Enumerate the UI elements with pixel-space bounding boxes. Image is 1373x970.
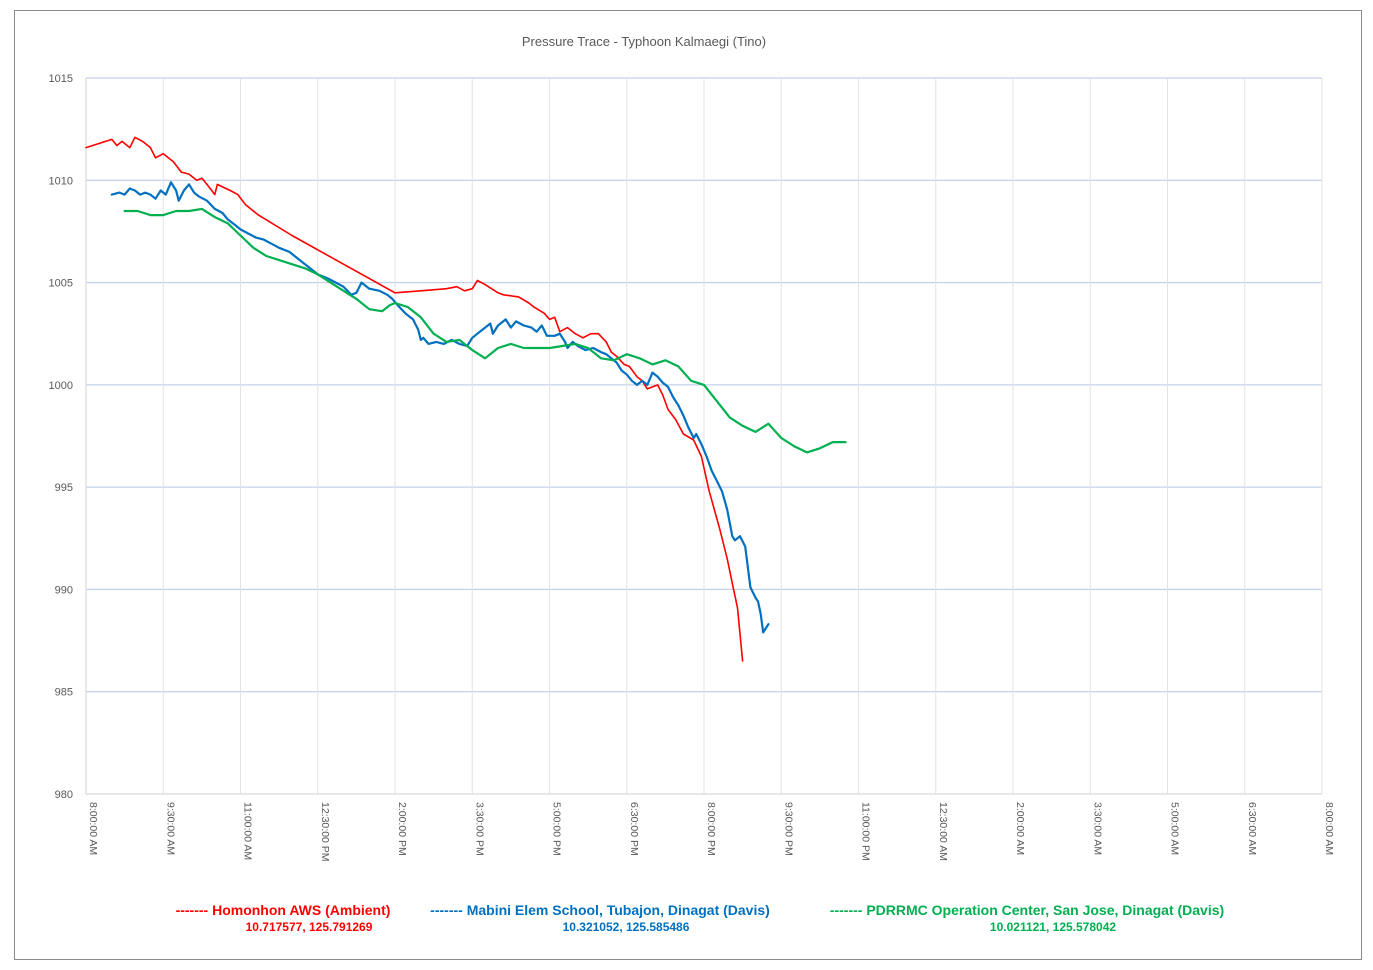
x-tick-label: 8:00:00 AM bbox=[1323, 802, 1335, 855]
y-tick-label: 1010 bbox=[49, 175, 73, 187]
x-tick-label: 2:00:00 AM bbox=[1014, 802, 1026, 855]
x-tick-label: 11:00:00 PM bbox=[860, 802, 872, 861]
x-tick-label: 5:00:00 AM bbox=[1169, 802, 1181, 855]
legend-label: ------- PDRRMC Operation Center, San Jos… bbox=[830, 902, 1224, 918]
chart-title: Pressure Trace - Typhoon Kalmaegi (Tino) bbox=[522, 34, 766, 49]
x-tick-label: 12:30:00 AM bbox=[937, 802, 949, 861]
legend-entry-3: ------- PDRRMC Operation Center, San Jos… bbox=[830, 902, 1224, 934]
legend: ------- Homonhon AWS (Ambient) 10.717577,… bbox=[176, 902, 1225, 934]
legend-label: ------- Mabini Elem School, Tubajon, Din… bbox=[430, 902, 770, 918]
x-axis-tick-labels: 8:00:00 AM 9:30:00 AM 11:00:00 AM 12:30:00 … bbox=[87, 802, 1335, 862]
y-tick-label: 980 bbox=[55, 789, 73, 801]
axes bbox=[85, 78, 1322, 795]
y-axis-tick-labels: 1015 1010 1005 1000 995 990 985 980 bbox=[49, 73, 73, 801]
y-tick-label: 990 bbox=[55, 584, 73, 596]
x-tick-label: 9:30:00 AM bbox=[164, 802, 176, 855]
legend-label: ------- Homonhon AWS (Ambient) bbox=[176, 902, 391, 918]
x-tick-label: 5:00:00 PM bbox=[551, 802, 563, 856]
y-tick-label: 1005 bbox=[49, 278, 73, 290]
x-tick-label: 6:30:00 PM bbox=[628, 802, 640, 856]
y-tick-label: 985 bbox=[55, 687, 73, 699]
x-tick-label: 2:00:00 PM bbox=[396, 802, 408, 856]
legend-coordinates: 10.321052, 125.585486 bbox=[563, 920, 690, 934]
legend-entry-1: ------- Homonhon AWS (Ambient) 10.717577,… bbox=[176, 902, 391, 934]
y-tick-label: 1000 bbox=[49, 380, 73, 392]
legend-entry-2: ------- Mabini Elem School, Tubajon, Din… bbox=[430, 902, 770, 934]
x-tick-label: 3:30:00 AM bbox=[1091, 802, 1103, 855]
series-line-2 bbox=[110, 181, 770, 634]
x-tick-label: 8:00:00 AM bbox=[87, 802, 99, 855]
vertical-gridlines bbox=[162, 78, 1323, 794]
x-tick-label: 12:30:00 PM bbox=[319, 802, 331, 862]
series-line-1 bbox=[85, 136, 744, 662]
x-tick-label: 11:00:00 AM bbox=[242, 802, 254, 860]
x-tick-label: 8:00:00 PM bbox=[705, 802, 717, 856]
legend-coordinates: 10.021121, 125.578042 bbox=[990, 920, 1116, 934]
y-tick-label: 995 bbox=[55, 482, 73, 494]
x-tick-label: 6:30:00 AM bbox=[1246, 802, 1258, 855]
chart-frame bbox=[14, 10, 1362, 960]
y-tick-label: 1015 bbox=[49, 73, 73, 85]
x-tick-label: 9:30:00 PM bbox=[782, 802, 794, 856]
legend-coordinates: 10.717577, 125.791269 bbox=[246, 920, 373, 934]
series-line-3 bbox=[123, 207, 847, 454]
x-tick-label: 3:30:00 PM bbox=[473, 802, 485, 856]
series-lines bbox=[85, 136, 847, 662]
